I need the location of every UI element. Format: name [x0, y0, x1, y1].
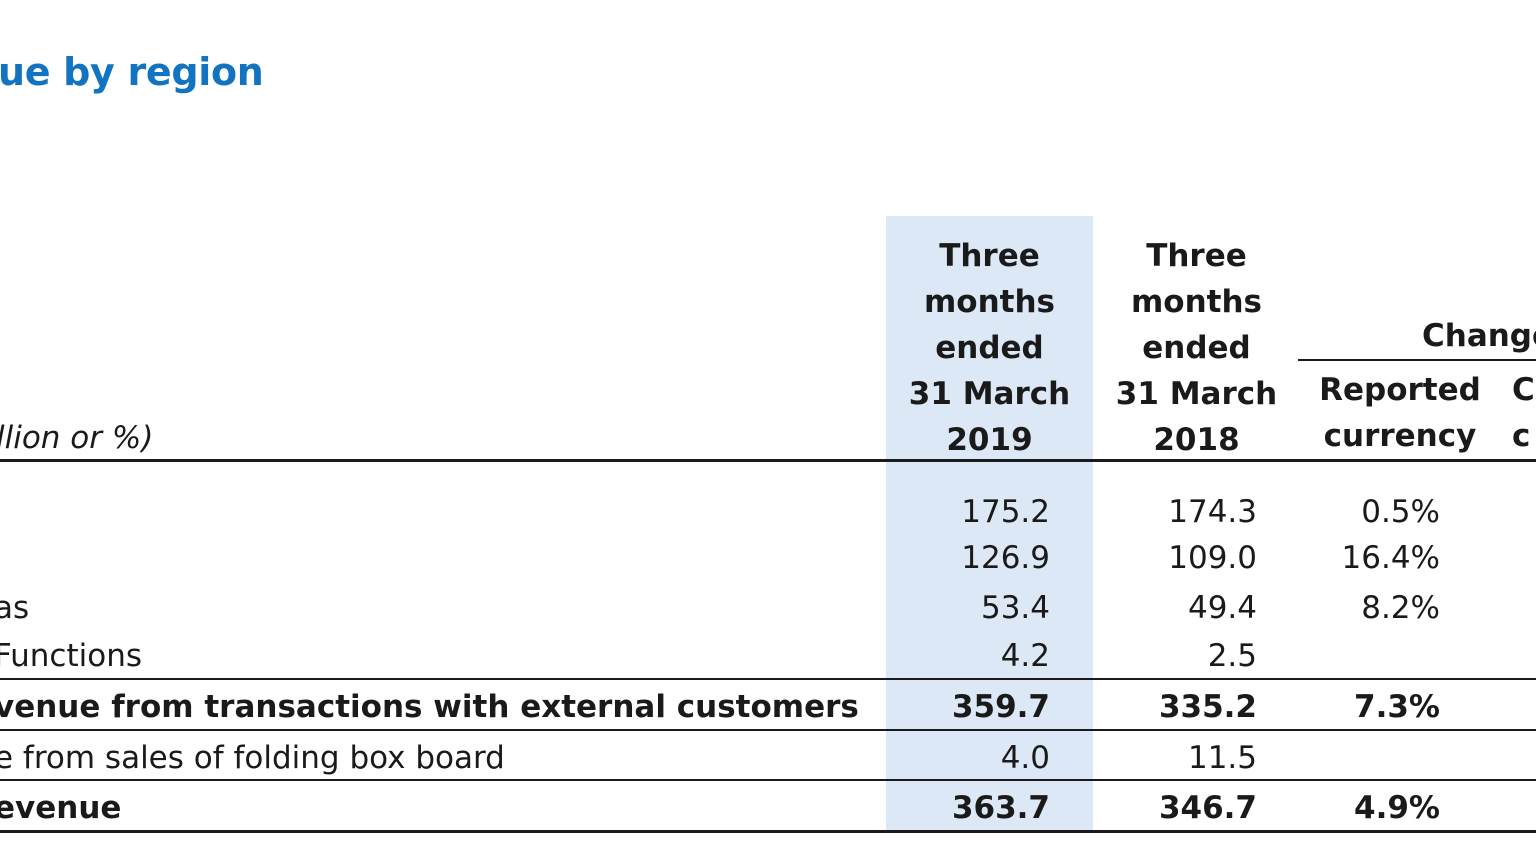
value-change-reported: 8.2%	[1361, 590, 1440, 626]
column-header-reported-currency: Reported currency	[1300, 367, 1500, 459]
row-divider	[0, 729, 1536, 731]
value-2019: 175.2	[961, 494, 1050, 530]
table-row: e from sales of folding box board 4.0 11…	[0, 734, 1536, 782]
table-row: Functions 4.2 2.5	[0, 632, 1536, 680]
row-divider	[0, 779, 1536, 781]
header-line: 31 March	[908, 376, 1071, 412]
header-line: Three	[939, 238, 1040, 274]
header-line: months	[1130, 284, 1262, 320]
header-line: c	[1512, 418, 1531, 454]
header-line: ended	[935, 330, 1044, 366]
header-line: C	[1512, 372, 1535, 408]
unit-label: llion or %)	[0, 420, 154, 456]
value-2019: 4.2	[1000, 638, 1050, 674]
value-2018: 174.3	[1168, 494, 1257, 530]
table-row-subtotal: venue from transactions with external cu…	[0, 683, 1536, 731]
row-label: venue from transactions with external cu…	[0, 689, 859, 725]
header-divider	[0, 459, 1536, 462]
value-2019: 126.9	[961, 540, 1050, 576]
value-2018: 346.7	[1158, 790, 1257, 826]
section-title: ue by region	[0, 50, 264, 94]
value-2019: 359.7	[951, 689, 1050, 725]
table-row-total: evenue 363.7 346.7 4.9%	[0, 784, 1536, 832]
change-group-rule	[1298, 359, 1536, 361]
value-2018: 2.5	[1207, 638, 1257, 674]
value-2018: 109.0	[1168, 540, 1257, 576]
value-2019: 53.4	[980, 590, 1050, 626]
table-row: as 53.4 49.4 8.2%	[0, 584, 1536, 632]
value-2018: 49.4	[1187, 590, 1257, 626]
value-2019: 4.0	[1000, 740, 1050, 776]
column-header-2019: Three months ended 31 March 2019	[886, 233, 1093, 463]
row-label: as	[0, 590, 30, 626]
value-2018: 335.2	[1158, 689, 1257, 725]
column-header-2018: Three months ended 31 March 2018	[1093, 233, 1300, 463]
value-change-reported: 7.3%	[1354, 689, 1440, 725]
current-period-highlight	[886, 216, 1093, 830]
header-line: ended	[1142, 330, 1251, 366]
value-change-reported: 16.4%	[1341, 540, 1440, 576]
row-label: e from sales of folding box board	[0, 740, 505, 776]
row-label: evenue	[0, 790, 122, 826]
value-change-reported: 4.9%	[1354, 790, 1440, 826]
header-line: Reported	[1319, 372, 1481, 408]
row-label: Functions	[0, 638, 143, 674]
header-line: Three	[1146, 238, 1247, 274]
table-row: 126.9 109.0 16.4%	[0, 534, 1536, 582]
header-line: 2019	[946, 422, 1033, 458]
header-line: 31 March	[1115, 376, 1278, 412]
row-divider	[0, 678, 1536, 680]
value-2018: 11.5	[1187, 740, 1257, 776]
header-line: months	[923, 284, 1055, 320]
value-2019: 363.7	[951, 790, 1050, 826]
change-group-header: Change	[1422, 318, 1536, 354]
table-bottom-border	[0, 830, 1536, 833]
header-line: 2018	[1153, 422, 1240, 458]
table-row: 175.2 174.3 0.5%	[0, 488, 1536, 536]
header-line: currency	[1323, 418, 1477, 454]
column-header-constant-currency: C c	[1512, 367, 1536, 459]
value-change-reported: 0.5%	[1361, 494, 1440, 530]
